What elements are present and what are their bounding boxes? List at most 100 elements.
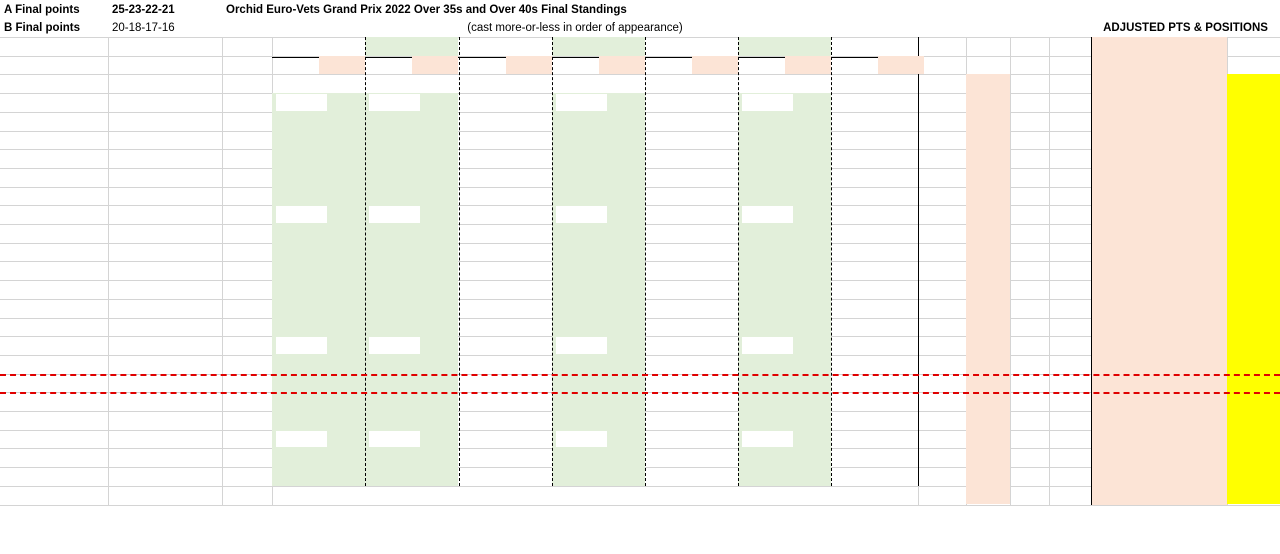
score-35 [742, 318, 785, 337]
adj-total-40 [1138, 93, 1184, 112]
position-40 [1049, 187, 1091, 206]
score-35 [463, 374, 506, 393]
adj-position-35 [1184, 168, 1227, 187]
rider-name [0, 74, 108, 93]
score-40 [321, 187, 364, 206]
col-35 [552, 56, 599, 75]
rider-club [108, 224, 222, 243]
score-35 [742, 392, 785, 411]
score-40 [601, 93, 644, 112]
score-40 [601, 467, 644, 486]
score-35 [556, 112, 599, 131]
position-40 [1049, 168, 1091, 187]
total-35 [918, 131, 966, 150]
rider-name [0, 112, 108, 131]
score-35 [835, 168, 878, 187]
score-40 [880, 112, 923, 131]
rider-club [108, 74, 222, 93]
score-40 [694, 280, 737, 299]
adj-position-40 [1227, 131, 1280, 150]
rider-name [0, 224, 108, 243]
empty-score-cell [649, 94, 700, 111]
total-40 [966, 131, 1010, 150]
score-40 [414, 149, 457, 168]
score-35 [742, 224, 785, 243]
adj-total-40 [1138, 318, 1184, 337]
adj-position-35 [1184, 112, 1227, 131]
adj-total-35 [1091, 168, 1138, 187]
adj-total-35 [1091, 374, 1138, 393]
position-40 [1049, 93, 1091, 112]
rider-name [0, 448, 108, 467]
score-40 [787, 74, 830, 93]
score-35 [556, 224, 599, 243]
score-40 [694, 318, 737, 337]
rider-club [108, 93, 222, 112]
event-separator [831, 37, 832, 486]
score-35 [835, 112, 878, 131]
total-35 [918, 112, 966, 131]
score-40 [694, 411, 737, 430]
score-40 [787, 112, 830, 131]
position-40 [1049, 336, 1091, 355]
position-40 [1049, 411, 1091, 430]
score-35 [463, 205, 506, 224]
score-35 [835, 336, 878, 355]
section-separator [1091, 37, 1092, 505]
total-35 [918, 168, 966, 187]
participant-totals-label [108, 486, 272, 505]
score-40 [508, 318, 551, 337]
position-35 [1010, 336, 1049, 355]
score-40 [694, 430, 737, 449]
position-35 [1010, 243, 1049, 262]
total-40 [966, 74, 1010, 93]
rider-age [222, 187, 272, 206]
rider-club [108, 187, 222, 206]
score-35 [463, 318, 506, 337]
adj-total-35 [1091, 448, 1138, 467]
empty-score-cell [556, 430, 607, 448]
rider-club [108, 430, 222, 449]
score-35 [369, 168, 412, 187]
score-35 [276, 243, 319, 262]
rider-age [222, 168, 272, 187]
score-40 [508, 243, 551, 262]
score-40 [787, 430, 830, 449]
rider-club [108, 355, 222, 374]
score-35 [463, 299, 506, 318]
adj-position-40 [1227, 411, 1280, 430]
rider-age [222, 318, 272, 337]
score-35 [835, 74, 878, 93]
rider-name [0, 299, 108, 318]
position-40 [1049, 392, 1091, 411]
position-35 [1010, 392, 1049, 411]
empty-score-cell [276, 430, 327, 448]
position-40 [1049, 112, 1091, 131]
adj-position-40 [1227, 336, 1280, 355]
rider-name [0, 336, 108, 355]
adjusted-title: ADJUSTED PTS & POSITIONS [1103, 22, 1268, 34]
adj-total-40 [1138, 355, 1184, 374]
score-40 [414, 392, 457, 411]
total-40 [966, 224, 1010, 243]
highlight-row-border [0, 373, 1280, 376]
empty-score-cell [276, 337, 327, 354]
score-35 [276, 448, 319, 467]
score-40 [601, 411, 644, 430]
adj-position-40 [1227, 318, 1280, 337]
score-40 [601, 261, 644, 280]
score-40 [414, 430, 457, 449]
event-header-horspath [272, 37, 365, 56]
empty-score-cell [276, 206, 327, 223]
total-35 [918, 355, 966, 374]
score-40 [508, 374, 551, 393]
total-35 [918, 261, 966, 280]
score-35 [649, 112, 692, 131]
rider-club [108, 168, 222, 187]
rider-name [0, 205, 108, 224]
score-35 [649, 149, 692, 168]
score-35 [742, 430, 785, 449]
score-35 [835, 374, 878, 393]
score-40 [321, 224, 364, 243]
score-40 [321, 131, 364, 150]
